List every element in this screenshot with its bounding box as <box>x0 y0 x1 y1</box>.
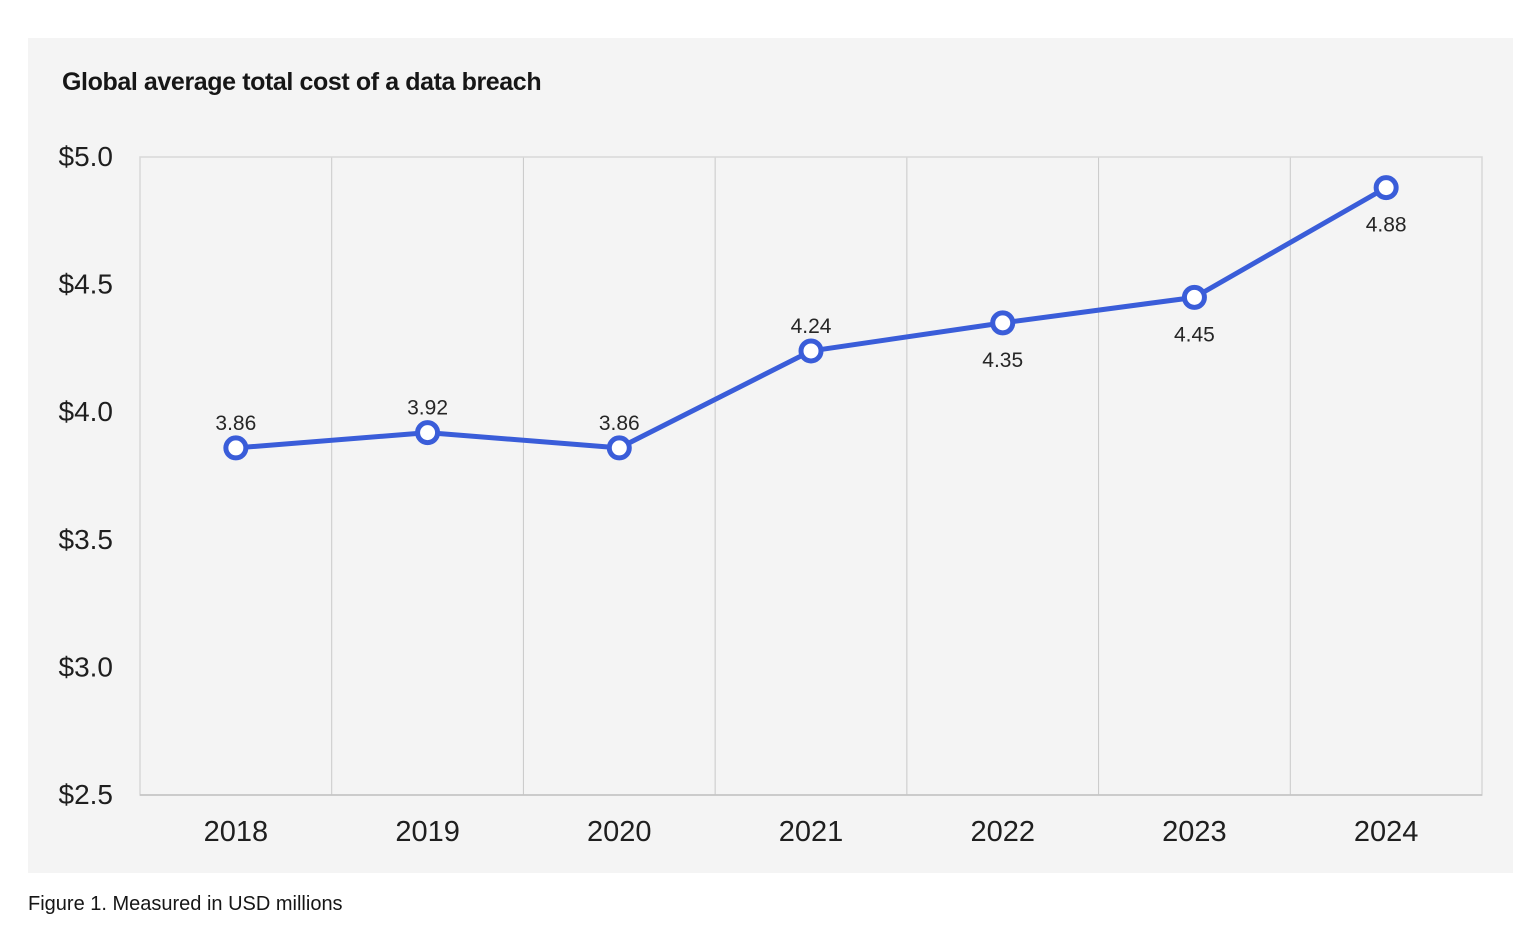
data-point-label: 3.86 <box>215 412 256 435</box>
data-point-label: 4.35 <box>982 349 1023 372</box>
data-point-label: 3.86 <box>599 412 640 435</box>
y-tick-label: $3.0 <box>59 651 114 682</box>
x-tick-label: 2024 <box>1354 816 1419 848</box>
chart-card: Global average total cost of a data brea… <box>28 38 1513 873</box>
data-point-label: 4.24 <box>791 315 832 338</box>
figure-caption: Figure 1. Measured in USD millions <box>28 893 343 915</box>
x-tick-label: 2023 <box>1162 816 1227 848</box>
x-tick-label: 2020 <box>587 816 652 848</box>
data-point-marker <box>606 435 632 461</box>
data-point-marker <box>223 435 249 461</box>
chart-title: Global average total cost of a data brea… <box>62 68 542 96</box>
y-tick-label: $3.5 <box>59 524 114 555</box>
data-point-marker <box>990 310 1016 336</box>
x-tick-label: 2019 <box>395 816 460 848</box>
y-tick-label: $4.0 <box>59 396 114 427</box>
plot-border <box>139 156 1483 796</box>
data-point-label: 4.88 <box>1366 214 1407 237</box>
data-point-label: 3.92 <box>407 397 448 420</box>
y-tick-label: $5.0 <box>59 141 114 172</box>
y-tick-label: $2.5 <box>59 779 114 810</box>
data-point-marker <box>1373 175 1399 201</box>
x-tick-label: 2021 <box>779 816 844 848</box>
x-tick-label: 2018 <box>204 816 269 848</box>
y-tick-label: $4.5 <box>59 269 114 300</box>
data-point-marker <box>415 420 441 446</box>
data-point-marker <box>1181 284 1207 310</box>
x-tick-label: 2022 <box>970 816 1035 848</box>
data-point-marker <box>798 338 824 364</box>
data-point-label: 4.45 <box>1174 323 1215 346</box>
